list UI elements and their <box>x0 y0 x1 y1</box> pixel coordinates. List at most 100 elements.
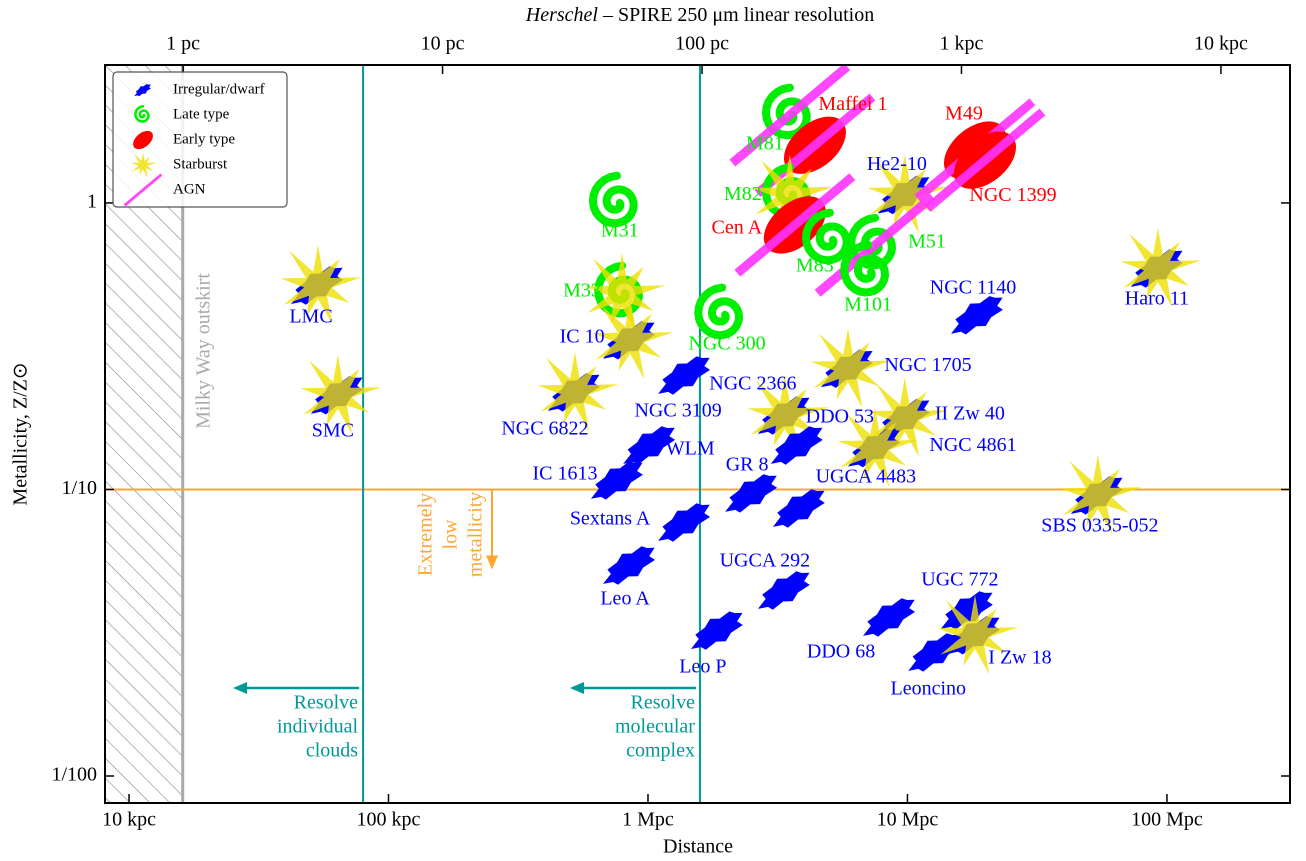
galaxy <box>863 598 915 637</box>
galaxy-label: LMC <box>289 306 332 328</box>
x-tick-label: 10 Mpc <box>877 809 939 831</box>
resolution-text: Resolve <box>294 692 359 714</box>
galaxy-label: DDO 68 <box>807 641 875 663</box>
galaxy <box>658 356 710 395</box>
galaxy-label: NGC 300 <box>688 332 765 354</box>
irregular-marker <box>951 296 1003 334</box>
galaxy-label: II Zw 40 <box>935 402 1005 424</box>
galaxy <box>951 296 1003 334</box>
galaxy-label: M51 <box>908 231 946 253</box>
irregular-marker <box>773 489 825 528</box>
x2-tick-label: 10 kpc <box>1194 33 1248 55</box>
galaxy-label: SMC <box>312 419 354 441</box>
galaxy-label: IC 10 <box>560 325 605 347</box>
legend-label: AGN <box>173 181 206 197</box>
galaxy-label: Leo P <box>679 656 726 678</box>
galaxy-label: WLM <box>666 438 715 460</box>
x-tick-label: 10 kpc <box>102 809 156 831</box>
legend-label: Early type <box>173 131 235 147</box>
galaxy-label: Haro 11 <box>1125 288 1189 310</box>
top-axis-title: Herschel – SPIRE 250 μm linear resolutio… <box>525 4 874 26</box>
galaxy-label: UGCA 292 <box>720 550 811 572</box>
x2-tick-label: 1 kpc <box>940 33 984 55</box>
x2-tick-label: 100 pc <box>675 33 729 55</box>
legend-label: Starburst <box>173 156 228 172</box>
x2-tick-label: 10 pc <box>421 33 465 55</box>
resolution-arrowhead <box>233 682 247 694</box>
y-tick-label: 1/100 <box>51 764 97 786</box>
galaxy-label: NGC 6822 <box>501 418 588 440</box>
galaxy-label: He2-10 <box>867 153 927 175</box>
starburst-marker <box>811 328 892 408</box>
late-type-marker <box>593 176 634 224</box>
galaxy-label: M101 <box>844 294 892 316</box>
galaxy <box>758 571 810 610</box>
resolution-text: clouds <box>306 740 358 762</box>
y-tick-label: 1 <box>87 191 97 213</box>
galaxy-label: I Zw 18 <box>988 646 1051 668</box>
galaxy-label: M33 <box>563 280 601 302</box>
irregular-marker <box>725 474 777 512</box>
galaxy-label: GR 8 <box>726 453 769 475</box>
galaxy <box>691 611 743 649</box>
galaxy-label: Sextans A <box>570 508 651 530</box>
late-type-marker <box>698 288 739 336</box>
irregular-marker <box>863 598 915 637</box>
galaxy-label: NGC 3109 <box>634 400 721 422</box>
y-tick-label: 1/10 <box>61 477 97 499</box>
irregular-marker <box>758 571 810 610</box>
galaxy-label: UGCA 4483 <box>816 466 917 488</box>
x-tick-label: 100 kpc <box>357 809 421 831</box>
galaxy-label: Leo A <box>600 588 650 610</box>
galaxy <box>698 288 739 336</box>
irregular-marker <box>603 546 655 584</box>
galaxy <box>591 461 643 499</box>
galaxy-label: DDO 53 <box>806 406 874 428</box>
galaxy-label: M81 <box>746 132 784 154</box>
galaxy <box>811 328 892 408</box>
resolution-text: individual <box>277 716 359 738</box>
irregular-marker <box>658 503 710 541</box>
irregular-marker <box>691 611 743 649</box>
irregular-marker <box>591 461 643 499</box>
top-axis-title-rest: – SPIRE 250 μm linear resolution <box>598 4 874 26</box>
legend-label: Late type <box>173 106 230 122</box>
galaxy <box>773 489 825 528</box>
galaxy-label: M49 <box>945 103 983 125</box>
resolution-text: Resolve <box>631 692 696 714</box>
galaxy-label: M83 <box>796 255 834 277</box>
resolution-text: molecular <box>615 716 695 738</box>
chart: Herschel – SPIRE 250 μm linear resolutio… <box>0 0 1306 861</box>
galaxy <box>725 474 777 512</box>
low-metallicity-text: metallicity <box>465 492 487 578</box>
galaxy-label: Maffei 1 <box>818 93 887 115</box>
milky-way-text: Milky Way outskirt <box>192 273 214 429</box>
galaxy-label: IC 1613 <box>532 462 597 484</box>
galaxy <box>603 546 655 584</box>
irregular-marker <box>658 356 710 395</box>
x-tick-label: 1 Mpc <box>622 809 674 831</box>
low-metallicity-text: Extremely <box>415 493 437 576</box>
x-tick-label: 100 Mpc <box>1131 809 1203 831</box>
galaxy-label: NGC 1705 <box>884 354 971 376</box>
galaxy-label: Leoncino <box>891 678 967 700</box>
galaxy-label: NGC 1140 <box>930 276 1016 298</box>
legend-label: Irregular/dwarf <box>173 81 265 97</box>
galaxy-label: M31 <box>601 220 639 242</box>
x2-tick-label: 1 pc <box>166 33 200 55</box>
galaxy-label: Cen A <box>712 217 763 239</box>
resolution-arrowhead <box>570 682 584 694</box>
galaxy-label: SBS 0335-052 <box>1041 515 1158 537</box>
x-axis-title: Distance <box>663 836 733 858</box>
low-metallicity-arrowhead <box>486 555 498 569</box>
galaxy-label: M82 <box>724 183 762 205</box>
galaxy <box>658 503 710 541</box>
top-axis-title-emph: Herschel <box>525 4 599 26</box>
galaxy-label: NGC 4861 <box>929 434 1016 456</box>
galaxy-label: NGC 2366 <box>709 373 796 395</box>
low-metallicity-text: low <box>440 519 462 550</box>
galaxy <box>593 176 634 224</box>
y-axis-title: Metallicity, Z/Z⊙ <box>10 362 32 505</box>
galaxy-label: NGC 1399 <box>969 184 1056 206</box>
galaxy-label: UGC 772 <box>921 568 998 590</box>
